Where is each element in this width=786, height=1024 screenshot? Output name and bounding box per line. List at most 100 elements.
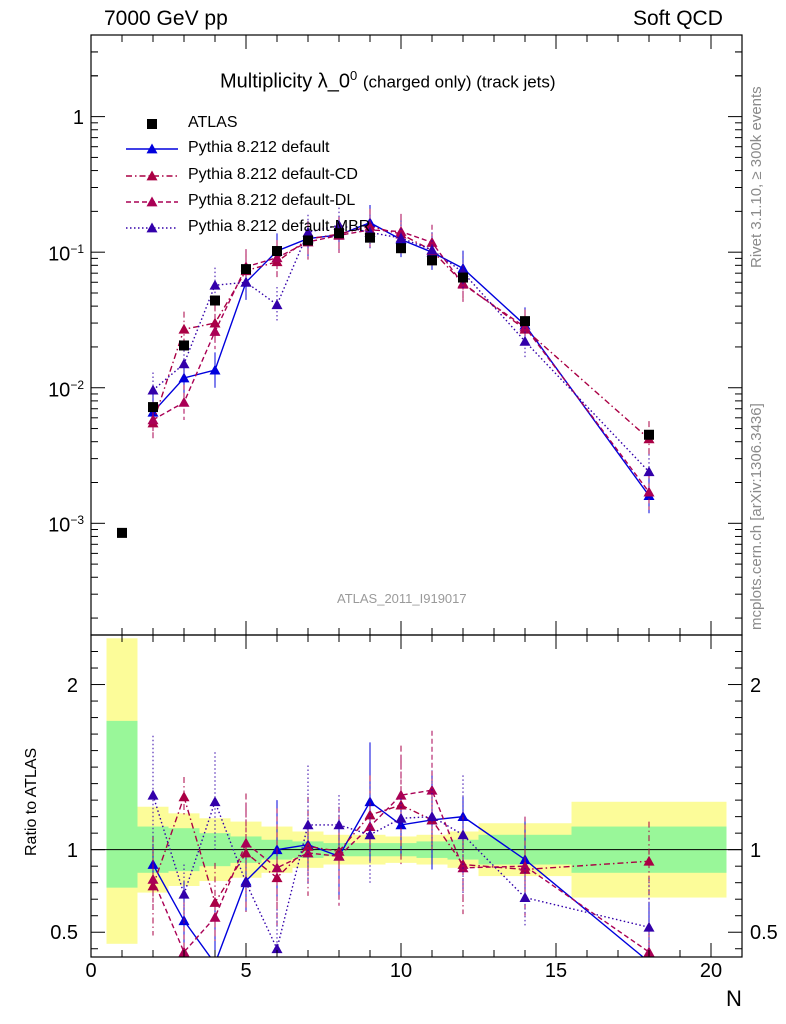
ratio-y-tick-label-right-text: 2 bbox=[750, 674, 762, 697]
rivet-label: Rivet 3.1.10, ≥ 300k events bbox=[748, 86, 765, 268]
ratio-marker-cd bbox=[178, 791, 190, 802]
data-point bbox=[427, 255, 437, 266]
marker-dl bbox=[147, 414, 159, 425]
ratio-marker-dl bbox=[209, 911, 221, 922]
ratio-y-tick-label: 0.5 bbox=[50, 922, 78, 945]
x-axis-label: N bbox=[726, 986, 742, 1011]
marker-default bbox=[209, 364, 221, 375]
ratio-marker-dl bbox=[457, 862, 469, 873]
ratio-y-tick-label-text: 2 bbox=[66, 674, 78, 697]
ratio-marker-dl bbox=[302, 847, 314, 858]
data-point bbox=[210, 295, 220, 306]
ratio-marker-mbr bbox=[271, 943, 283, 954]
data-point bbox=[334, 228, 344, 239]
marker-mbr bbox=[178, 358, 190, 369]
x-tick-label-text: 20 bbox=[699, 960, 723, 982]
x-tick-label-text: 5 bbox=[240, 960, 252, 982]
marker-mbr bbox=[147, 384, 159, 395]
main-y-tick-label-text: 10 bbox=[48, 514, 71, 537]
main-y-tick-label: 10−3 bbox=[48, 513, 84, 538]
main-series-line-default bbox=[152, 221, 650, 497]
plot-title-suffix: (charged only) (track jets) bbox=[362, 72, 556, 92]
watermark: ATLAS_2011_I919017 bbox=[337, 591, 467, 606]
main-y-tick-label-exponent: −3 bbox=[70, 513, 84, 528]
main-series-line-mbr bbox=[152, 224, 650, 473]
x-tick-label: 15 bbox=[545, 960, 567, 983]
ratio-y-tick-label-text: 1 bbox=[66, 839, 78, 862]
data-point bbox=[272, 246, 282, 257]
x-tick-label-text: 10 bbox=[389, 960, 413, 982]
x-tick-label: 10 bbox=[390, 960, 412, 983]
ratio-marker-dl bbox=[519, 860, 531, 871]
marker-mbr bbox=[426, 244, 438, 255]
ratio-marker-mbr bbox=[457, 829, 469, 840]
plot-title: Multiplicity λ_00 (charged only) (track … bbox=[220, 68, 556, 94]
ratio-y-tick-label-right-text: 1 bbox=[750, 839, 762, 862]
main-y-tick-label-text: 1 bbox=[72, 106, 84, 129]
main-y-tick-label: 10−1 bbox=[48, 242, 84, 267]
ratio-marker-mbr bbox=[147, 789, 159, 800]
ratio-frame bbox=[90, 634, 743, 958]
marker-dl bbox=[643, 486, 655, 497]
ratio-marker-mbr bbox=[643, 921, 655, 932]
marker-dl bbox=[209, 325, 221, 336]
marker-dl bbox=[426, 236, 438, 247]
ratio-marker-cd bbox=[643, 855, 655, 866]
ratio-marker-mbr bbox=[426, 811, 438, 822]
ratio-marker-mbr bbox=[302, 819, 314, 830]
marker-dl bbox=[178, 396, 190, 407]
marker-mbr bbox=[333, 219, 345, 230]
ratio-y-tick-label-right: 2 bbox=[750, 675, 761, 698]
main-y-tick-label: 1 bbox=[73, 107, 84, 130]
ratio-marker-mbr bbox=[519, 892, 531, 902]
marker-mbr bbox=[240, 276, 252, 287]
ratio-marker-dl bbox=[147, 873, 159, 884]
plot-title-main: Multiplicity λ_0 bbox=[220, 70, 351, 93]
ratio-marker-mbr bbox=[333, 819, 345, 830]
ratio-marker-dl bbox=[395, 789, 407, 800]
data-point bbox=[303, 235, 313, 246]
ratio-marker-mbr bbox=[178, 888, 190, 899]
main-series-line-cd bbox=[152, 225, 650, 440]
ratio-marker-mbr bbox=[209, 796, 221, 807]
data-point bbox=[179, 340, 189, 351]
band-green-0 bbox=[106, 720, 138, 888]
data-points bbox=[117, 228, 654, 538]
marker-cd bbox=[178, 323, 190, 334]
ratio-marker-dl bbox=[271, 862, 283, 873]
ratio-bands bbox=[106, 638, 727, 944]
x-tick-label: 20 bbox=[700, 960, 722, 983]
legend-label: Pythia 8.212 default-MBR bbox=[188, 218, 371, 235]
ratio-marker-default bbox=[648, 956, 650, 957]
ratio-marker-mbr bbox=[395, 812, 407, 823]
ratio-ylabel: Ratio to ATLAS bbox=[23, 747, 40, 856]
ratio-y-tick-label-right: 1 bbox=[750, 840, 761, 863]
ratio-series bbox=[147, 730, 655, 968]
data-point bbox=[458, 272, 468, 283]
ratio-marker-default bbox=[210, 958, 221, 968]
legend-label: Pythia 8.212 default-CD bbox=[188, 166, 358, 183]
x-tick-label-text: 0 bbox=[85, 960, 97, 982]
data-point bbox=[644, 429, 654, 440]
ratio-marker-default bbox=[364, 796, 376, 807]
header-right: Soft QCD bbox=[633, 7, 723, 30]
marker-dl bbox=[519, 321, 531, 332]
mcplots-label: mcplots.cern.ch [arXiv:1306.3436] bbox=[748, 403, 765, 630]
axis-ticks bbox=[90, 34, 743, 957]
main-series-line-dl bbox=[152, 229, 650, 493]
data-point bbox=[241, 264, 251, 275]
plot-title-superscript: 0 bbox=[350, 68, 358, 83]
data-point bbox=[148, 402, 158, 413]
ratio-y-tick-label: 1 bbox=[67, 840, 78, 863]
marker-mbr bbox=[519, 335, 531, 346]
ratio-marker-dl bbox=[240, 837, 252, 848]
ratio-y-tick-label-text: 0.5 bbox=[50, 922, 78, 945]
marker-default bbox=[178, 372, 190, 383]
ratio-y-tick-label-right: 0.5 bbox=[750, 922, 778, 945]
main-y-tick-label: 10−2 bbox=[48, 378, 84, 403]
ratio-marker-mbr bbox=[240, 877, 252, 888]
data-point bbox=[520, 316, 530, 327]
legend-label: ATLAS bbox=[188, 114, 238, 131]
x-tick-label-text: 15 bbox=[544, 960, 568, 982]
